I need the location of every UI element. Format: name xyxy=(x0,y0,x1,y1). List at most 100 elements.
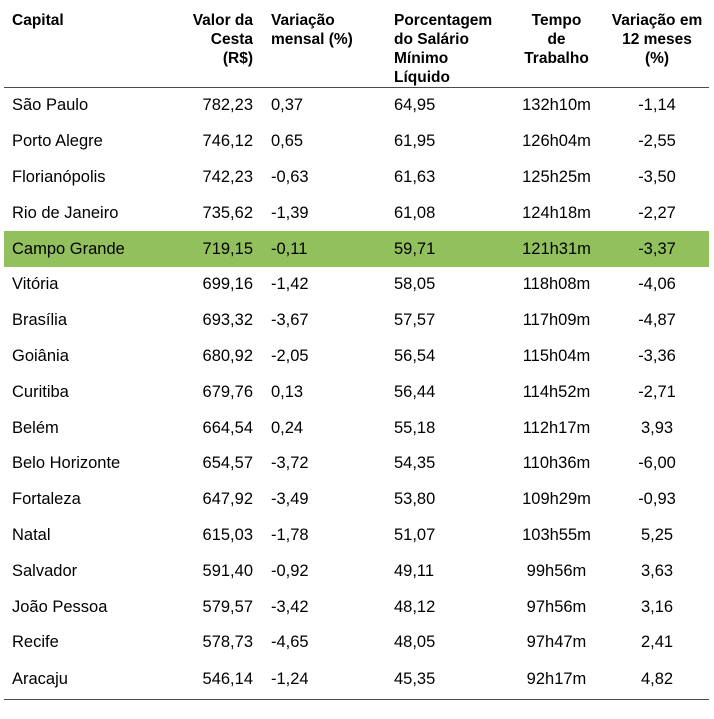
cell-variacao-mensal: -1,39 xyxy=(271,203,309,222)
cell-variacao-mensal: -3,42 xyxy=(271,597,309,616)
cell-variacao-mensal: -3,67 xyxy=(271,311,309,330)
cell-variacao-12-meses: -4,06 xyxy=(638,275,676,294)
cell-capital: Curitiba xyxy=(12,382,69,401)
header-valor-line: Cesta xyxy=(210,31,253,48)
cell-tempo-trabalho: 92h17m xyxy=(508,660,605,700)
cell-variacao-12-meses: -3,37 xyxy=(605,231,709,267)
cell-valor-cesta: 693,32 xyxy=(202,311,253,330)
cell-variacao-mensal: -4,65 xyxy=(271,633,309,652)
cell-variacao-12-meses: -3,36 xyxy=(638,346,676,365)
header-var12-line: Variação em xyxy=(611,12,703,29)
cell-capital: Aracaju xyxy=(4,660,174,700)
cell-capital: Rio de Janeiro xyxy=(12,203,119,222)
table-row: Belém 664,54 0,24 55,18 112h17m 3,93 xyxy=(4,410,709,446)
header-tempo-line: Trabalho xyxy=(524,50,589,67)
cell-variacao-12-meses: -1,14 xyxy=(638,96,676,115)
cell-valor-cesta: 546,14 xyxy=(174,660,267,700)
cell-porcentagem-salario: 64,95 xyxy=(394,96,436,115)
cell-valor-cesta: 615,03 xyxy=(202,525,253,544)
cell-tempo-trabalho: 99h56m xyxy=(526,561,587,580)
cell-variacao-mensal: 0,37 xyxy=(271,96,304,115)
header-tempo-line: Tempo xyxy=(531,12,582,29)
cell-variacao-12-meses: -6,00 xyxy=(638,454,676,473)
cell-capital: Belo Horizonte xyxy=(12,454,121,473)
cell-variacao-12-meses: -2,71 xyxy=(638,382,676,401)
cell-porcentagem-salario: 61,95 xyxy=(394,132,436,151)
cell-porcentagem-salario: 48,05 xyxy=(394,633,436,652)
cell-valor-cesta: 664,54 xyxy=(202,418,253,437)
cell-capital: Natal xyxy=(12,525,51,544)
header-var-line: Variação xyxy=(271,12,335,29)
table-row-highlighted: Campo Grande 719,15 -0,11 59,71 121h31m -3,37 xyxy=(4,231,709,267)
cell-tempo-trabalho: 110h36m xyxy=(522,454,591,473)
cell-variacao-mensal: 0,65 xyxy=(271,132,304,151)
header-var-line: mensal (%) xyxy=(271,31,353,48)
header-var12-line: (%) xyxy=(644,50,670,67)
cesta-basica-table: Capital Valor da Cesta (R$) Variação men… xyxy=(4,0,709,700)
cell-variacao-mensal: -2,05 xyxy=(271,346,309,365)
cell-capital: Belém xyxy=(12,418,59,437)
cell-valor-cesta: 647,92 xyxy=(202,490,253,509)
cell-porcentagem-salario: 51,07 xyxy=(394,525,436,544)
table-row: Porto Alegre 746,12 0,65 61,95 126h04m -2,55 xyxy=(4,124,709,160)
cell-capital: Salvador xyxy=(12,561,78,580)
cell-valor-cesta: 591,40 xyxy=(202,561,253,580)
header-tempo-trabalho: Tempo de Trabalho xyxy=(508,0,605,88)
cell-tempo-trabalho: 124h18m xyxy=(522,203,591,222)
cell-tempo-trabalho: 132h10m xyxy=(522,96,591,115)
cell-porcentagem-salario: 61,63 xyxy=(394,167,436,186)
cell-tempo-trabalho: 117h09m xyxy=(522,311,591,330)
cell-valor-cesta: 579,57 xyxy=(202,597,253,616)
cell-tempo-trabalho: 112h17m xyxy=(522,418,591,437)
header-variacao-mensal: Variação mensal (%) xyxy=(267,0,386,88)
table-row: Vitória 699,16 -1,42 58,05 118h08m -4,06 xyxy=(4,267,709,303)
table-row: Natal 615,03 -1,78 51,07 103h55m 5,25 xyxy=(4,518,709,554)
cell-valor-cesta: 578,73 xyxy=(202,633,253,652)
cell-porcentagem-salario: 56,54 xyxy=(394,346,436,365)
table-row: Florianópolis 742,23 -0,63 61,63 125h25m -3,5… xyxy=(4,160,709,196)
cell-capital: Campo Grande xyxy=(4,231,174,267)
cell-variacao-12-meses: -0,93 xyxy=(638,490,676,509)
table-row: Curitiba 679,76 0,13 56,44 114h52m -2,71 xyxy=(4,374,709,410)
cell-porcentagem-salario: 53,80 xyxy=(394,490,436,509)
cell-tempo-trabalho: 114h52m xyxy=(522,382,591,401)
cell-porcentagem-salario: 56,44 xyxy=(394,382,436,401)
cell-porcentagem-salario: 59,71 xyxy=(386,231,508,267)
cell-variacao-mensal: 0,13 xyxy=(271,382,304,401)
cell-tempo-trabalho: 97h47m xyxy=(526,633,587,652)
cell-porcentagem-salario: 57,57 xyxy=(394,311,436,330)
table-row: Recife 578,73 -4,65 48,05 97h47m 2,41 xyxy=(4,625,709,661)
table-header: Capital Valor da Cesta (R$) Variação men… xyxy=(4,0,709,88)
table-body: São Paulo 782,23 0,37 64,95 132h10m -1,14 Port… xyxy=(4,88,709,700)
cell-capital: Brasília xyxy=(12,311,68,330)
cell-porcentagem-salario: 48,12 xyxy=(394,597,436,616)
cell-capital: São Paulo xyxy=(12,96,89,115)
cell-variacao-mensal: -3,49 xyxy=(271,490,309,509)
table-row: Fortaleza 647,92 -3,49 53,80 109h29m -0,93 xyxy=(4,482,709,518)
cell-variacao-12-meses: 3,16 xyxy=(640,597,674,616)
header-porcentagem-salario: Porcentagem do Salário Mínimo Líquido xyxy=(386,0,508,88)
cell-valor-cesta: 680,92 xyxy=(202,346,253,365)
table-row: Aracaju 546,14 -1,24 45,35 92h17m 4,82 xyxy=(4,660,709,700)
cell-variacao-mensal: -1,78 xyxy=(271,525,309,544)
cell-tempo-trabalho: 109h29m xyxy=(522,490,591,509)
cell-valor-cesta: 654,57 xyxy=(202,454,253,473)
cell-variacao-12-meses: 3,63 xyxy=(640,561,674,580)
cell-variacao-mensal: -1,42 xyxy=(271,275,309,294)
header-row: Capital Valor da Cesta (R$) Variação men… xyxy=(4,0,709,88)
table-row: São Paulo 782,23 0,37 64,95 132h10m -1,14 xyxy=(4,88,709,124)
cell-capital: Fortaleza xyxy=(12,490,81,509)
table-row: Brasília 693,32 -3,67 57,57 117h09m -4,87 xyxy=(4,303,709,339)
cell-variacao-mensal: -0,92 xyxy=(271,561,309,580)
table-row: Belo Horizonte 654,57 -3,72 54,35 110h36m -6,… xyxy=(4,446,709,482)
cell-variacao-12-meses: 2,41 xyxy=(640,633,674,652)
header-valor-line: (R$) xyxy=(222,50,253,67)
table-row: João Pessoa 579,57 -3,42 48,12 97h56m 3,16 xyxy=(4,589,709,625)
cell-variacao-12-meses: 5,25 xyxy=(640,525,674,544)
cell-variacao-mensal: -0,11 xyxy=(267,231,386,267)
header-pct-line: Líquido xyxy=(394,69,450,86)
cell-tempo-trabalho: 118h08m xyxy=(522,275,591,294)
cell-valor-cesta: 735,62 xyxy=(202,203,253,222)
cell-porcentagem-salario: 54,35 xyxy=(394,454,436,473)
